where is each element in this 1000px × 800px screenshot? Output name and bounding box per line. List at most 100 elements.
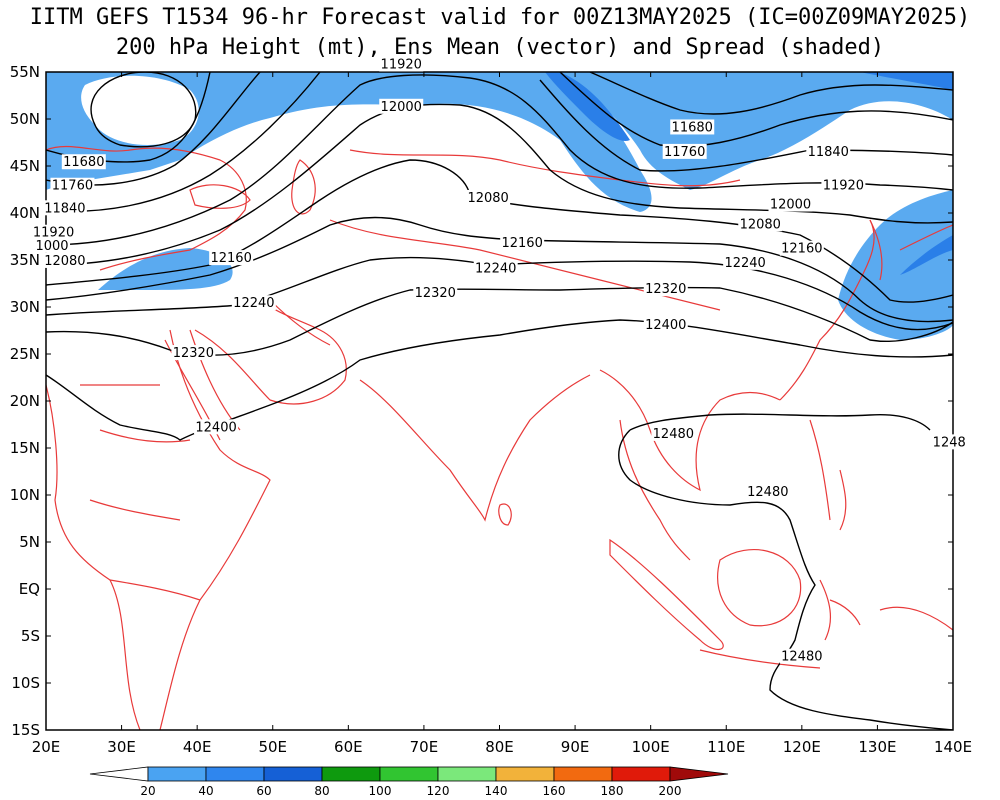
lon-label: 40E (183, 738, 212, 756)
colorbar-segment (147, 766, 207, 782)
colorbar-label: 40 (198, 784, 213, 798)
svg-text:12000: 12000 (381, 100, 422, 115)
latitude-labels: 55N 50N 45N 40N 35N 30N 25N 20N 15N 10N 5N EQ 5S 10S 1… (10, 63, 40, 739)
lat-label: 25N (10, 345, 40, 363)
contour-label: 12240 (473, 260, 518, 276)
contour-label: 11920 (31, 224, 76, 241)
colorbar-high-arrow (669, 766, 729, 782)
lon-label: 120E (783, 738, 821, 756)
coastlines (46, 145, 953, 730)
svg-text:12320: 12320 (173, 346, 214, 361)
lat-label: 15S (11, 721, 40, 739)
svg-text:11680: 11680 (672, 120, 713, 135)
spread-region-hole (81, 75, 199, 145)
coast-caspian (291, 159, 316, 215)
colorbar-label: 160 (543, 784, 566, 798)
colorbar-segment (321, 766, 381, 782)
lat-label: 15N (10, 439, 40, 457)
coast-africa-east (159, 329, 271, 730)
svg-text:12160: 12160 (210, 251, 251, 266)
contour-label: 11680 (61, 154, 106, 170)
contour-label: 12320 (171, 345, 216, 361)
colorbar-segment (611, 766, 671, 782)
coast-new-guinea (879, 606, 953, 631)
svg-text:12240: 12240 (233, 296, 274, 311)
lat-label: 30N (10, 298, 40, 316)
contour-label: 11920 (379, 56, 424, 72)
lon-label: 140E (934, 738, 972, 756)
lon-label: 20E (32, 738, 61, 756)
coast-philippines (809, 419, 847, 531)
colorbar-label: 200 (659, 784, 682, 798)
svg-text:12240: 12240 (475, 261, 516, 276)
colorbar-segment (437, 766, 497, 782)
lon-label: 90E (561, 738, 590, 756)
contour-label: 11840 (806, 143, 851, 160)
coast-malay-peninsula (619, 419, 691, 561)
colorbar-label: 180 (601, 784, 624, 798)
contour-label: 11840 (42, 200, 87, 216)
contour-label: 11760 (662, 143, 707, 160)
svg-text:12320: 12320 (415, 286, 456, 301)
colorbar-label: 20 (140, 784, 155, 798)
colorbar-label: 100 (369, 784, 392, 798)
contour-label: 12160 (779, 240, 824, 257)
svg-text:12480: 12480 (653, 427, 694, 442)
coast-persian-gulf (269, 299, 331, 346)
contour-12480-north (629, 413, 931, 431)
contour-labels: 11920 12000 11680 11760 11840 11920 12000 12080… (31, 56, 968, 665)
lat-label: 40N (10, 204, 40, 222)
lon-label: 30E (107, 738, 136, 756)
spread-shading (46, 72, 953, 340)
map-frame (45, 71, 954, 731)
contour-12160 (46, 216, 953, 323)
colorbar-segment (379, 766, 439, 782)
svg-text:11920: 11920 (381, 57, 422, 72)
svg-text:11760: 11760 (52, 179, 93, 194)
colorbar-label: 140 (485, 784, 508, 798)
coast-borneo (717, 549, 802, 627)
contour-label: 12080 (466, 189, 511, 206)
contour-11600 (90, 72, 197, 148)
border-asia-2 (349, 149, 741, 187)
coast-black-sea (189, 184, 251, 209)
colorbar-label: 120 (427, 784, 450, 798)
coast-india (359, 374, 591, 522)
lat-label: 20N (10, 392, 40, 410)
colorbar: 20 40 60 80 100 120 140 160 180 200 (89, 766, 729, 798)
lat-label: 5S (21, 627, 40, 645)
height-contours (46, 72, 953, 730)
contour-label: 12160 (500, 235, 545, 251)
svg-text:12080: 12080 (740, 217, 781, 232)
svg-text:11760: 11760 (664, 145, 705, 160)
svg-text:12400: 12400 (645, 318, 686, 333)
lat-label: 5N (19, 533, 40, 551)
contour-label: 12480 (779, 648, 824, 665)
svg-text:11680: 11680 (63, 155, 104, 170)
lat-label: 35N (10, 251, 40, 269)
svg-text:11840: 11840 (44, 201, 85, 216)
contour-label: 12320 (413, 284, 458, 301)
svg-text:1248: 1248 (933, 435, 966, 450)
contour-label: 12400 (643, 316, 688, 333)
svg-text:12160: 12160 (501, 236, 542, 251)
tick-marks (45, 71, 954, 731)
svg-text:12160: 12160 (781, 242, 822, 257)
contour-label: 11680 (670, 119, 715, 135)
spread-region-core-ne (860, 72, 953, 90)
contour-label: 1000 (34, 237, 71, 254)
lon-label: 60E (334, 738, 363, 756)
colorbar-segment (263, 766, 323, 782)
border-africa (80, 384, 201, 601)
svg-text:12240: 12240 (724, 256, 765, 271)
contour-label: 12240 (723, 254, 768, 271)
contour-label: 12160 (209, 250, 254, 266)
lat-label: 55N (10, 63, 40, 81)
spread-region-core-east (900, 235, 953, 275)
svg-text:11920: 11920 (33, 226, 74, 241)
svg-text:12000: 12000 (770, 198, 811, 213)
lat-label: 10N (10, 486, 40, 504)
contour-label: 11760 (50, 177, 95, 194)
contour-label: 12080 (738, 216, 783, 232)
